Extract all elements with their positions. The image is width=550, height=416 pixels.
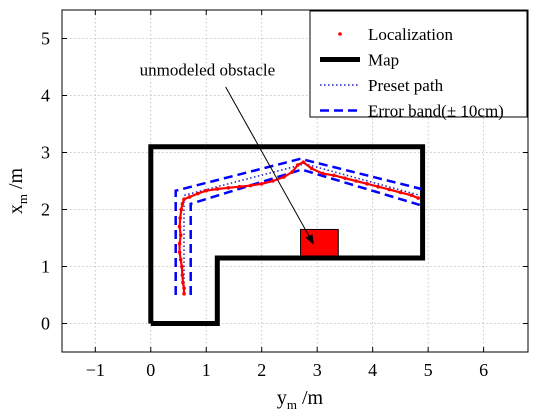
legend-box <box>309 10 528 118</box>
localization-point <box>365 182 369 186</box>
legend-item-band: Error band(± 10cm) <box>320 102 504 121</box>
localization-point <box>416 196 420 200</box>
y-tick-label: 4 <box>41 86 50 106</box>
localization-point <box>354 179 358 183</box>
x-tick-label: 1 <box>202 360 211 380</box>
localization-point <box>376 184 381 189</box>
annotation-text: unmodeled obstacle <box>140 61 276 80</box>
localization-point <box>409 193 414 198</box>
error-band-inner <box>189 168 421 295</box>
localization-point <box>309 166 314 171</box>
localization-point <box>179 207 184 212</box>
localization-point <box>178 257 183 262</box>
legend-item-preset: Preset path <box>320 76 444 95</box>
y-tick-label: 2 <box>41 200 50 220</box>
localization-point <box>187 195 192 199</box>
localization-point <box>398 190 403 195</box>
localization-point <box>271 179 275 183</box>
localization-point <box>204 188 209 193</box>
error-band-outer <box>174 157 422 295</box>
localization-point <box>282 175 286 179</box>
localization-point <box>343 176 347 180</box>
y-axis-label: xm /m <box>5 167 30 214</box>
x-tick-label: 6 <box>479 360 488 380</box>
x-tick-label: 2 <box>257 360 266 380</box>
legend-item-localization: Localization <box>338 25 453 44</box>
localization-point <box>332 173 336 178</box>
localization-point <box>177 224 182 229</box>
x-tick-label: 5 <box>424 360 433 380</box>
localization-point <box>180 273 185 277</box>
localization-point <box>248 183 253 188</box>
axes-box <box>61 9 529 353</box>
y-tick-label: 3 <box>41 143 50 163</box>
x-tick-label: 3 <box>313 360 322 380</box>
y-tick-label: 5 <box>41 29 50 49</box>
localization-point <box>182 292 186 296</box>
localization-point <box>301 160 306 164</box>
localization-point <box>177 250 182 255</box>
annotation-arrow <box>225 86 314 245</box>
legend-label-preset: Preset path <box>368 76 444 95</box>
localization-point <box>196 191 200 196</box>
localization-point <box>226 186 231 190</box>
localization-point <box>178 216 182 220</box>
legend-label-localization: Localization <box>368 25 453 44</box>
obstacle-rect <box>300 228 339 259</box>
localization-point <box>180 264 184 269</box>
map-outline <box>148 144 426 326</box>
localization-point <box>177 241 182 246</box>
legend-label-band: Error band(± 10cm) <box>368 102 504 121</box>
x-tick-label: 0 <box>146 360 155 380</box>
localization-point <box>320 171 325 176</box>
legend-item-map: Map <box>320 51 399 70</box>
legend-label-map: Map <box>368 51 399 70</box>
localization-point <box>180 202 185 206</box>
localization-point <box>295 163 300 167</box>
localization-point <box>178 233 183 237</box>
plot-area <box>148 144 426 326</box>
annotation: unmodeled obstacle <box>140 61 314 245</box>
y-tick-label: 1 <box>41 257 50 277</box>
localization-point <box>237 184 242 189</box>
localization-point <box>290 170 295 174</box>
localization-point <box>181 280 185 285</box>
preset-path <box>183 163 420 295</box>
legend: Localization Map Preset path Error band(… <box>309 10 528 121</box>
x-axis-label: ym /m <box>277 387 324 412</box>
localization-point <box>182 197 186 202</box>
localization-point <box>182 286 186 290</box>
ticks: −1 0 1 2 3 4 5 6 0 1 2 3 4 5 <box>41 10 528 380</box>
x-tick-label: −1 <box>86 360 105 380</box>
localization-point <box>387 187 392 192</box>
y-tick-label: 0 <box>41 314 50 334</box>
legend-symbol-localization <box>338 32 342 36</box>
localization-point <box>215 187 220 191</box>
localization-point <box>259 182 264 186</box>
x-tick-label: 4 <box>368 360 377 380</box>
